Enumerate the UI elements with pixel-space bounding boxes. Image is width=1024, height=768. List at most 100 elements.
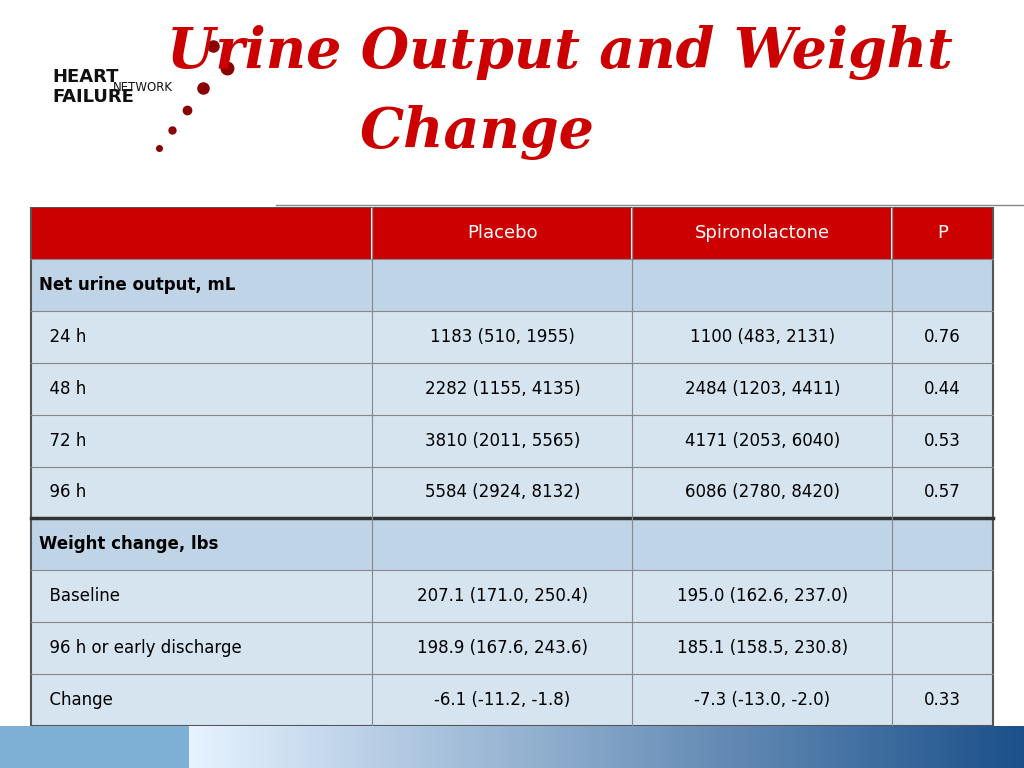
Bar — [652, 726, 656, 768]
Bar — [318, 726, 323, 768]
Bar — [682, 726, 686, 768]
Text: 185.1 (158.5, 230.8): 185.1 (158.5, 230.8) — [677, 639, 848, 657]
Bar — [327, 726, 332, 768]
Bar — [632, 311, 892, 363]
Bar — [953, 726, 957, 768]
Bar — [815, 726, 819, 768]
Text: 24 h: 24 h — [39, 328, 86, 346]
Bar — [431, 726, 435, 768]
Bar — [569, 726, 573, 768]
Bar — [457, 726, 461, 768]
Bar — [807, 726, 811, 768]
Bar — [853, 726, 857, 768]
Bar — [31, 467, 373, 518]
Bar — [811, 726, 815, 768]
Bar — [632, 467, 892, 518]
Bar — [503, 726, 507, 768]
Bar — [523, 726, 527, 768]
Text: 2282 (1155, 4135): 2282 (1155, 4135) — [425, 380, 581, 398]
Bar — [31, 674, 373, 726]
Bar — [373, 260, 632, 311]
Bar — [398, 726, 402, 768]
Bar — [248, 726, 252, 768]
Bar — [272, 726, 278, 768]
Bar — [594, 726, 598, 768]
Text: -6.1 (-11.2, -1.8): -6.1 (-11.2, -1.8) — [434, 691, 570, 709]
Bar — [636, 726, 640, 768]
Bar — [757, 726, 761, 768]
Bar — [360, 726, 365, 768]
Bar — [373, 570, 632, 622]
Bar — [670, 726, 674, 768]
Bar — [702, 726, 707, 768]
Bar — [882, 726, 887, 768]
Bar — [286, 726, 290, 768]
Bar — [340, 726, 344, 768]
Bar — [373, 207, 632, 260]
Text: Change: Change — [39, 691, 113, 709]
Bar — [294, 726, 298, 768]
Bar — [244, 726, 248, 768]
Bar — [892, 363, 993, 415]
Bar — [620, 726, 624, 768]
Bar — [936, 726, 940, 768]
Bar — [833, 726, 837, 768]
Bar — [31, 260, 373, 311]
Text: 4171 (2053, 6040): 4171 (2053, 6040) — [685, 432, 840, 449]
Bar — [707, 726, 711, 768]
Bar — [202, 726, 206, 768]
Bar — [227, 726, 231, 768]
Bar — [582, 726, 586, 768]
Bar — [1012, 726, 1016, 768]
Bar — [849, 726, 853, 768]
Bar — [527, 726, 531, 768]
Bar — [924, 726, 928, 768]
Bar — [348, 726, 352, 768]
Bar — [473, 726, 477, 768]
Bar — [749, 726, 753, 768]
Bar — [278, 726, 282, 768]
Bar — [932, 726, 936, 768]
Bar — [427, 726, 431, 768]
Bar — [31, 311, 373, 363]
Bar — [423, 726, 427, 768]
Bar — [394, 726, 398, 768]
Bar — [994, 726, 999, 768]
Bar — [892, 622, 993, 674]
Bar — [373, 363, 632, 415]
Text: 0.33: 0.33 — [925, 691, 962, 709]
Text: P: P — [937, 224, 948, 242]
Bar — [194, 726, 198, 768]
Bar — [298, 726, 302, 768]
Text: 0.57: 0.57 — [925, 484, 962, 502]
Bar — [928, 726, 932, 768]
Bar — [407, 726, 411, 768]
Bar — [390, 726, 394, 768]
Bar — [966, 726, 970, 768]
Bar — [507, 726, 511, 768]
Bar — [791, 726, 795, 768]
Bar — [799, 726, 803, 768]
Bar — [336, 726, 340, 768]
Bar — [978, 726, 982, 768]
Bar — [373, 467, 632, 518]
Bar — [544, 726, 548, 768]
Bar — [819, 726, 823, 768]
Bar — [728, 726, 732, 768]
Bar — [648, 726, 652, 768]
Bar — [666, 726, 670, 768]
Bar — [352, 726, 356, 768]
Bar — [411, 726, 415, 768]
Bar — [344, 726, 348, 768]
Bar — [365, 726, 369, 768]
Bar — [415, 726, 419, 768]
Text: 195.0 (162.6, 237.0): 195.0 (162.6, 237.0) — [677, 588, 848, 605]
Bar — [332, 726, 336, 768]
Bar — [903, 726, 907, 768]
Bar — [887, 726, 891, 768]
Bar — [920, 726, 924, 768]
Bar — [986, 726, 990, 768]
Bar — [753, 726, 757, 768]
Bar — [453, 726, 457, 768]
Bar — [892, 674, 993, 726]
